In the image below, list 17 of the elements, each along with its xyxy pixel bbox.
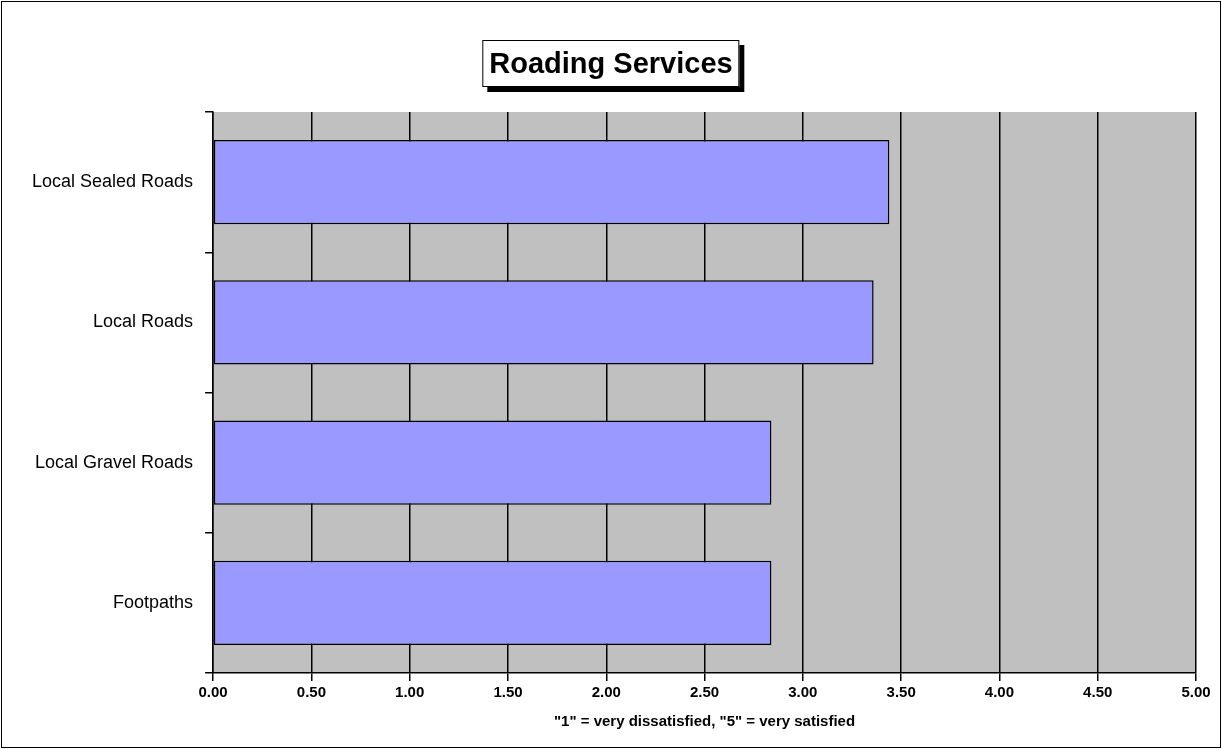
x-tick-label: 5.00	[1181, 683, 1211, 701]
x-tick-label: 4.00	[984, 683, 1015, 701]
y-tick-label: Local Roads	[93, 311, 194, 332]
x-tick-label: 0.50	[296, 683, 326, 701]
y-tick-label: Local Sealed Roads	[31, 171, 194, 192]
x-tick-label: 2.00	[591, 683, 621, 701]
y-tick-label: Local Gravel Roads	[35, 451, 194, 472]
x-tick-label: 3.50	[886, 683, 916, 701]
y-tick-label: Footpaths	[113, 591, 194, 612]
x-tick-label: 1.00	[395, 683, 425, 701]
x-axis-title: "1" = very dissatisfied, "5" = very satisfied	[554, 712, 856, 730]
x-tick-label: 3.00	[788, 683, 818, 701]
x-tick-label: 2.50	[689, 683, 720, 701]
x-tick-label: 1.50	[493, 683, 523, 701]
chart-title: Roading Services	[482, 40, 740, 87]
x-tick-label: 4.50	[1083, 683, 1113, 701]
x-tick-label: 0.00	[198, 683, 228, 701]
